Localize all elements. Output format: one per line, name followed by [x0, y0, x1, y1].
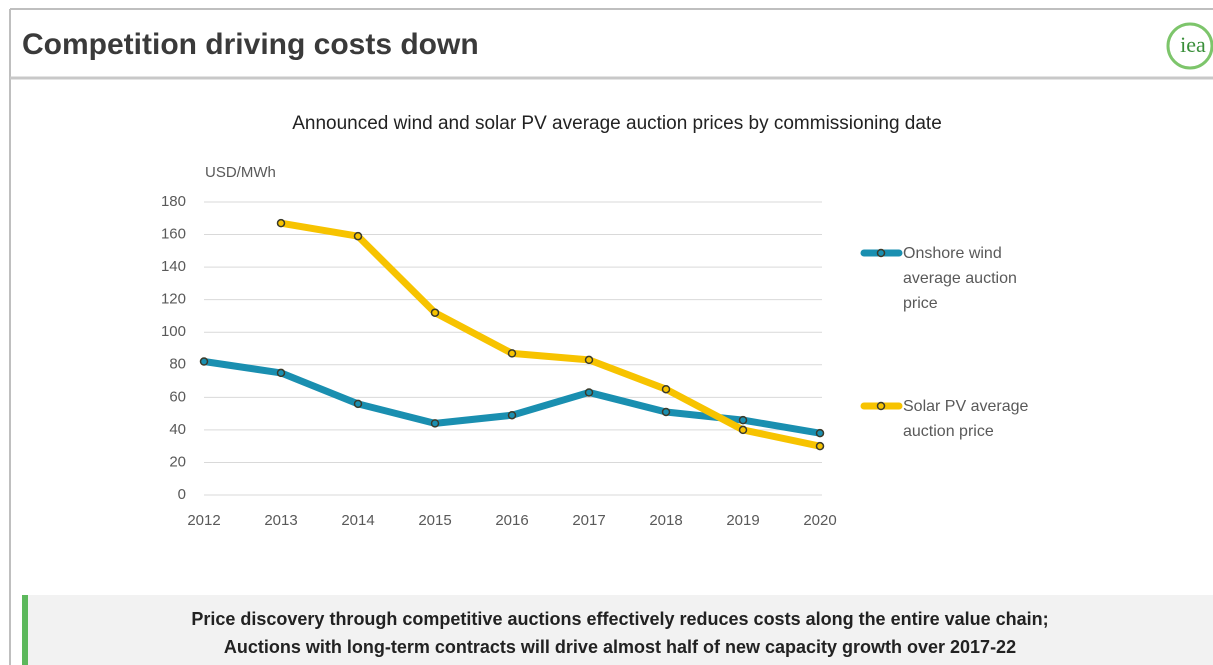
legend-marker	[876, 248, 886, 258]
legend-label: Onshore wind average auction price	[903, 245, 1017, 312]
chart-title: Announced wind and solar PV average auct…	[292, 113, 942, 134]
x-tick-label: 2017	[572, 512, 605, 529]
y-tick-label: 140	[161, 258, 186, 275]
footer-accent	[22, 595, 28, 665]
y-tick-label: 120	[161, 291, 186, 308]
point	[661, 407, 671, 417]
point	[276, 368, 286, 378]
y-tick-label: 80	[169, 356, 186, 373]
point	[584, 355, 594, 365]
legend-label: Solar PV average auction price	[903, 398, 1029, 440]
y-axis-label: USD/MWh	[205, 164, 276, 181]
point	[815, 428, 825, 438]
point	[199, 357, 209, 366]
point	[353, 231, 363, 241]
x-tick-label: 2015	[418, 512, 451, 529]
y-tick-label: 180	[161, 193, 186, 210]
slide-title: Competition driving costs down	[22, 28, 479, 61]
y-tick-label: 40	[169, 421, 186, 438]
point	[584, 388, 594, 397]
x-tick-label: 2018	[649, 512, 682, 529]
x-tick-label: 2013	[264, 512, 297, 529]
x-tick-label: 2016	[495, 512, 528, 529]
x-tick-label: 2020	[803, 512, 836, 529]
point	[430, 419, 440, 428]
point	[738, 425, 748, 435]
legend-marker	[876, 401, 886, 411]
x-tick-label: 2014	[341, 512, 374, 529]
footer-line: Price discovery through competitive auct…	[191, 609, 1048, 629]
logo-ring	[1166, 22, 1213, 70]
point	[276, 218, 286, 228]
logo: iea	[1180, 32, 1206, 57]
y-tick-label: 0	[178, 486, 186, 503]
x-tick-label: 2019	[726, 512, 759, 529]
point	[430, 308, 440, 317]
point	[661, 384, 671, 394]
footer-box	[22, 595, 1213, 665]
point	[507, 349, 517, 358]
y-tick-label: 60	[169, 388, 186, 405]
point	[738, 415, 748, 425]
y-tick-label: 160	[161, 226, 186, 243]
point	[815, 441, 825, 451]
point	[507, 410, 517, 420]
series-line	[277, 219, 824, 450]
point	[353, 399, 363, 409]
y-tick-label: 100	[161, 323, 186, 340]
y-tick-label: 20	[169, 453, 186, 470]
footer-line: Auctions with long-term contracts will d…	[224, 637, 1016, 657]
x-tick-label: 2012	[187, 512, 220, 529]
